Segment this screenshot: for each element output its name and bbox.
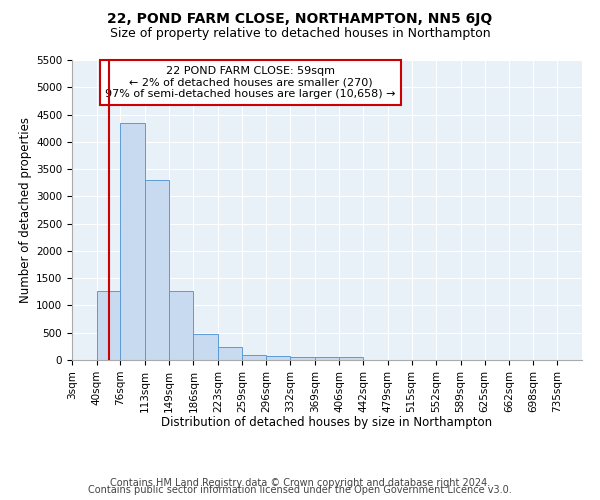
Bar	[193, 334, 218, 360]
Bar	[169, 290, 193, 360]
Bar	[97, 290, 121, 360]
Text: Contains HM Land Registry data © Crown copyright and database right 2024.: Contains HM Land Registry data © Crown c…	[110, 478, 490, 488]
Bar	[121, 122, 145, 360]
Bar	[242, 355, 266, 360]
Text: 22 POND FARM CLOSE: 59sqm
← 2% of detached houses are smaller (270)
97% of semi-: 22 POND FARM CLOSE: 59sqm ← 2% of detach…	[105, 66, 396, 99]
Bar	[145, 180, 169, 360]
Bar	[290, 357, 315, 360]
X-axis label: Distribution of detached houses by size in Northampton: Distribution of detached houses by size …	[161, 416, 493, 429]
Bar	[266, 356, 290, 360]
Y-axis label: Number of detached properties: Number of detached properties	[19, 117, 32, 303]
Bar	[339, 357, 363, 360]
Bar	[315, 357, 339, 360]
Text: Size of property relative to detached houses in Northampton: Size of property relative to detached ho…	[110, 28, 490, 40]
Text: Contains public sector information licensed under the Open Government Licence v3: Contains public sector information licen…	[88, 485, 512, 495]
Bar	[218, 348, 242, 360]
Text: 22, POND FARM CLOSE, NORTHAMPTON, NN5 6JQ: 22, POND FARM CLOSE, NORTHAMPTON, NN5 6J…	[107, 12, 493, 26]
